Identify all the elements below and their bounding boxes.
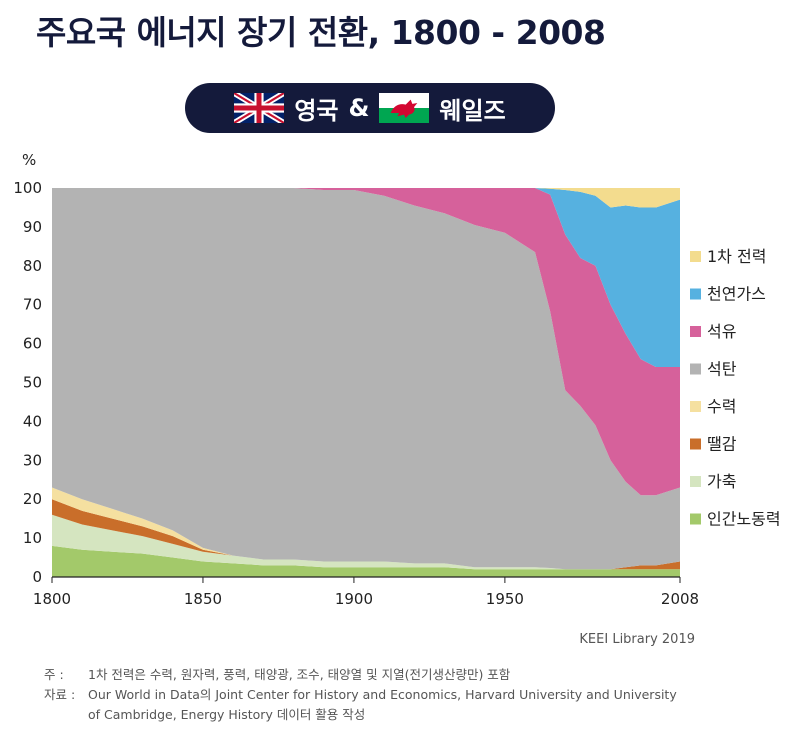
legend-label: 인간노동력	[707, 510, 781, 529]
source-text-1: Our World in Data의 Joint Center for Hist…	[88, 687, 677, 702]
badge-right-label: 웨일즈	[439, 96, 506, 125]
source-text-2: of Cambridge, Energy History 데이터 활용 작성	[88, 707, 366, 722]
y-tick-label: 100	[13, 179, 42, 197]
area-석탄	[52, 188, 680, 570]
y-tick-label: 60	[23, 335, 42, 353]
x-tick-label: 2008	[661, 590, 699, 608]
legend-label: 1차 전력	[707, 247, 766, 266]
uk-flag-icon	[234, 93, 285, 123]
source-label: 자료 :	[44, 687, 76, 702]
note-label: 주 :	[44, 667, 64, 682]
legend-swatch	[690, 363, 701, 375]
y-tick-label: 40	[23, 412, 42, 430]
area-series-group	[52, 188, 680, 577]
x-tick-label: 1800	[33, 590, 71, 608]
badge-left-label: 영국	[294, 96, 339, 125]
page-title: 주요국 에너지 장기 전환, 1800 - 2008	[36, 13, 606, 52]
x-tick-label: 1850	[184, 590, 222, 608]
note-text: 1차 전력은 수력, 원자력, 풍력, 태양광, 조수, 태양열 및 지열(전기…	[88, 667, 511, 682]
x-tick-label: 1900	[335, 590, 373, 608]
legend-label: 가축	[707, 472, 736, 491]
x-tick-label: 1950	[486, 590, 524, 608]
legend-swatch	[690, 251, 701, 262]
y-tick-label: 80	[23, 257, 42, 275]
legend-label: 땔감	[707, 435, 737, 454]
area-1차 전력	[52, 188, 680, 208]
legend-swatch	[690, 476, 701, 487]
x-tick-labels: 1800 1850 1900 1950 2008	[33, 577, 699, 608]
badge-amp: &	[348, 94, 370, 122]
legend-swatch	[690, 326, 701, 337]
area-땔감	[52, 499, 680, 570]
y-tick-label: 20	[23, 490, 42, 508]
y-tick-label: 50	[23, 374, 42, 392]
legend-label: 천연가스	[707, 285, 766, 304]
legend-swatch	[690, 401, 701, 412]
credit-text: KEEI Library 2019	[579, 632, 695, 647]
legend-swatch	[690, 288, 701, 300]
y-tick-labels: 0 10 20 30 40 50 60 70 80 90 100	[13, 179, 42, 586]
legend-label: 석탄	[707, 360, 737, 379]
y-tick-label: 10	[23, 529, 42, 547]
wales-flag-icon	[379, 93, 430, 123]
y-tick-label: 90	[23, 218, 42, 236]
area-석유	[52, 188, 680, 496]
y-tick-label: 0	[32, 568, 42, 586]
legend-label: 석유	[707, 322, 736, 341]
area-가축	[52, 514, 680, 570]
country-badge: 영국 & 웨일즈	[185, 83, 555, 133]
y-axis-label: %	[22, 151, 36, 169]
legend-swatch	[690, 513, 701, 525]
y-tick-label: 70	[23, 296, 42, 314]
energy-chart: % 0 10 20 30 40 50 60 70 80 90 100 1800 1850 1900 195…	[13, 151, 781, 608]
y-tick-label: 30	[23, 451, 42, 469]
legend-swatch	[690, 438, 701, 450]
notes: 주 : 1차 전력은 수력, 원자력, 풍력, 태양광, 조수, 태양열 및 지…	[44, 665, 677, 725]
legend-label: 수력	[707, 397, 736, 416]
